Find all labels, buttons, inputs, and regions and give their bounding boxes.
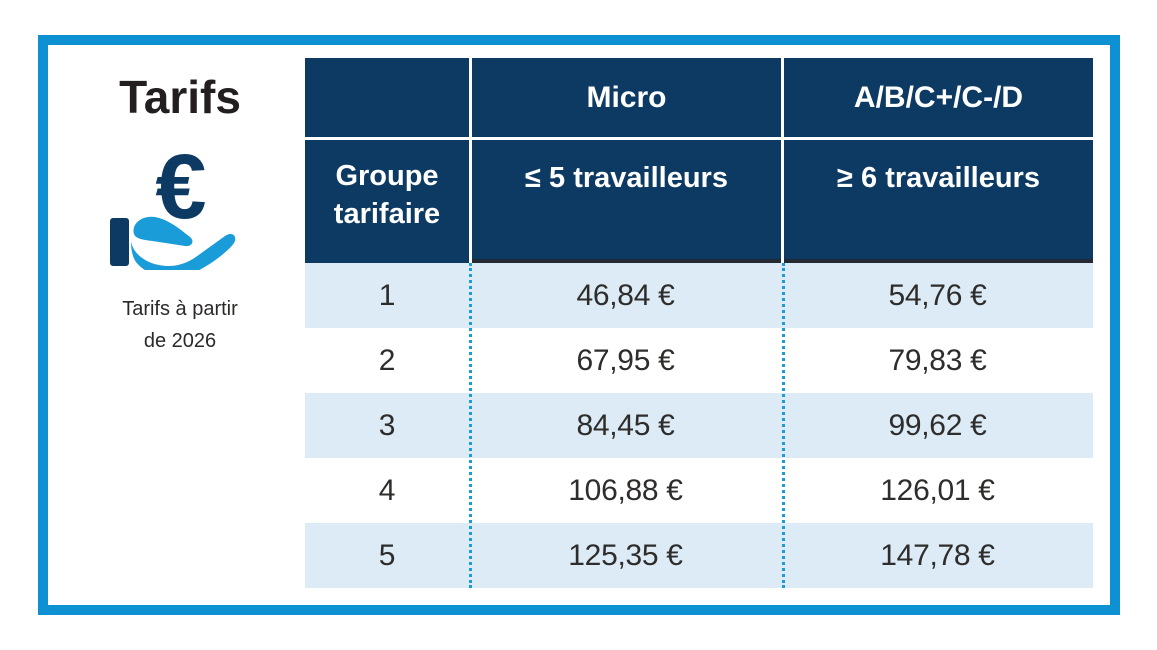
page-title: Tarifs <box>119 71 241 123</box>
table-row: 3 84,45 € 99,62 € <box>305 393 1093 458</box>
euro-hand-icon: € <box>110 138 236 270</box>
header-groupe-tarifaire: Groupe tarifaire <box>305 140 469 263</box>
table-header: Micro A/B/C+/C-/D Groupe tarifaire ≤ 5 t… <box>305 58 1093 263</box>
dotted-column-separator <box>469 263 472 588</box>
groupe-cell: 1 <box>378 278 396 312</box>
table-row: 2 67,95 € 79,83 € <box>305 328 1093 393</box>
micro-price-cell: 67,95 € <box>576 343 675 377</box>
table-row: 1 46,84 € 54,76 € <box>305 263 1093 328</box>
sleeve-shape <box>110 218 129 266</box>
header-micro: Micro <box>472 58 781 137</box>
abcd-price-cell: 54,76 € <box>888 278 987 312</box>
tagline: Tarifs à partir de 2026 <box>122 298 238 352</box>
table-body: 1 46,84 € 54,76 € 2 67,95 € 79,83 € 3 84… <box>305 263 1093 588</box>
hand-palm-shape <box>131 234 236 270</box>
header-abcd: A/B/C+/C-/D <box>784 58 1093 137</box>
micro-price-cell: 125,35 € <box>568 538 683 572</box>
groupe-cell: 2 <box>378 343 396 377</box>
header-min6-travailleurs: ≥ 6 travailleurs <box>784 140 1093 263</box>
groupe-cell: 3 <box>378 408 396 442</box>
abcd-price-cell: 79,83 € <box>888 343 987 377</box>
dotted-column-separator <box>782 263 785 588</box>
groupe-cell: 5 <box>378 538 396 572</box>
abcd-price-cell: 147,78 € <box>880 538 995 572</box>
micro-price-cell: 46,84 € <box>576 278 675 312</box>
header-corner-cell <box>305 58 469 137</box>
pricing-table: Micro A/B/C+/C-/D Groupe tarifaire ≤ 5 t… <box>305 58 1093 588</box>
abcd-price-cell: 126,01 € <box>880 473 995 507</box>
header-max5-travailleurs: ≤ 5 travailleurs <box>472 140 781 263</box>
table-row: 4 106,88 € 126,01 € <box>305 458 1093 523</box>
table-row: 5 125,35 € 147,78 € <box>305 523 1093 588</box>
hand-thumb-shape <box>133 216 193 247</box>
groupe-cell: 4 <box>378 473 396 507</box>
abcd-price-cell: 99,62 € <box>888 408 987 442</box>
micro-price-cell: 106,88 € <box>568 473 683 507</box>
micro-price-cell: 84,45 € <box>576 408 675 442</box>
